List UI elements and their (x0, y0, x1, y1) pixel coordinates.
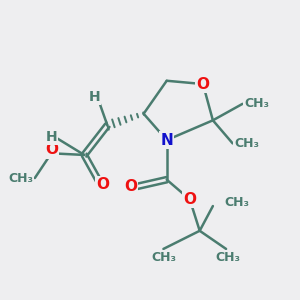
Text: CH₃: CH₃ (234, 137, 259, 150)
Text: O: O (96, 177, 109, 192)
Text: H: H (46, 130, 57, 144)
Text: O: O (183, 192, 196, 207)
Text: O: O (45, 142, 58, 158)
Text: CH₃: CH₃ (215, 251, 240, 264)
Text: H: H (88, 90, 100, 104)
Text: CH₃: CH₃ (244, 97, 269, 110)
Text: CH₃: CH₃ (224, 196, 249, 209)
Text: O: O (124, 179, 137, 194)
Text: CH₃: CH₃ (151, 251, 176, 264)
Text: CH₃: CH₃ (8, 172, 33, 184)
Text: N: N (160, 133, 173, 148)
Text: O: O (196, 76, 209, 92)
